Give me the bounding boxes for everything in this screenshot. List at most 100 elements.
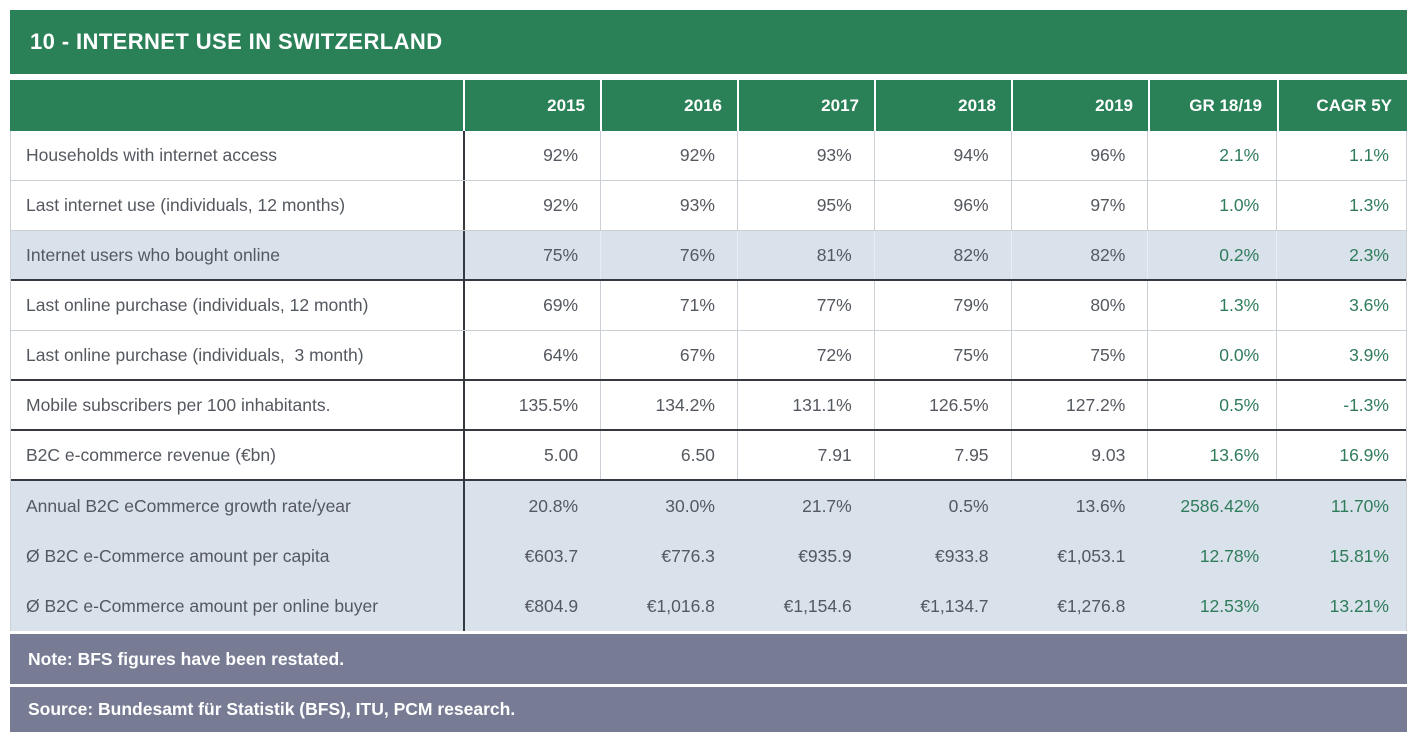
cell-cagr-5y: 15.81%: [1329, 545, 1389, 566]
cell-2016: 92%: [600, 131, 737, 180]
figure-title-bar: 10 - INTERNET USE IN SWITZERLAND: [10, 10, 1407, 74]
cell-2018: €933.8: [935, 545, 989, 566]
row-label: Last online purchase (individuals, 12 mo…: [26, 295, 369, 315]
cell-2017: 93%: [736, 131, 874, 180]
cell-2018: €1,134.7: [920, 595, 989, 616]
cell-gr-18-19: 0.2%: [1147, 231, 1276, 279]
source-bar: Source: Bundesamt für Statistik (BFS), I…: [10, 687, 1407, 732]
figure-title: 10 - INTERNET USE IN SWITZERLAND: [30, 29, 443, 54]
cell-2018: 0.5%: [948, 495, 989, 516]
table-row: B2C e-commerce revenue (€bn) 5.00 6.50 7.91…: [11, 431, 1406, 481]
figure-internet-use-switzerland: 10 - INTERNET USE IN SWITZERLAND 2015 201…: [10, 10, 1407, 732]
cell-2019: 75%: [1010, 331, 1148, 379]
table-body: Households with internet access 92% 92% 93%…: [10, 131, 1407, 631]
cell-cagr-5y: 13.21%: [1329, 595, 1389, 616]
cell-cagr-5y: -1.3%: [1276, 381, 1406, 429]
cell-2019: €1,053.1: [1057, 545, 1126, 566]
cell-2019: €1,276.8: [1057, 595, 1126, 616]
table-row: Households with internet access 92% 92% 93%…: [11, 131, 1406, 181]
cell-2015: 92%: [463, 181, 600, 230]
cell-2015: 69%: [463, 281, 600, 330]
cell-2018: 7.95: [873, 431, 1011, 479]
header-cell-2017: 2017: [737, 80, 874, 131]
cell-2018: 82%: [873, 231, 1011, 279]
cell-2016: 71%: [600, 281, 737, 330]
cell-gr-18-19: 1.0%: [1147, 181, 1276, 230]
cell-gr-18-19: 13.6%: [1147, 431, 1276, 479]
cell-2017: 72%: [736, 331, 874, 379]
row-label: B2C e-commerce revenue (€bn): [26, 444, 276, 465]
table-row: Internet users who bought online 75% 76% 81…: [11, 231, 1406, 281]
table-header-row: 2015 2016 2017 2018 2019 GR 18/19 CAGR 5Y: [10, 80, 1407, 131]
header-cell-cagr-5y: CAGR 5Y: [1277, 80, 1407, 131]
cell-2017: 95%: [736, 181, 874, 230]
header-cell-2016: 2016: [600, 80, 737, 131]
cell-2018: 96%: [873, 181, 1011, 230]
table-row: Ø B2C e-Commerce amount per capita €603.7…: [11, 531, 1406, 581]
cell-2017: 131.1%: [736, 381, 874, 429]
cell-2015: 92%: [463, 131, 600, 180]
cell-2015: €804.9: [463, 581, 600, 631]
table-row: Last online purchase (individuals, 12 mo…: [11, 281, 1406, 331]
header-cell-empty: [10, 80, 463, 131]
cell-2016: 76%: [600, 231, 737, 279]
cell-2019: 13.6%: [1075, 495, 1126, 516]
header-cell-2018: 2018: [874, 80, 1011, 131]
note-text: Note: BFS figures have been restated.: [28, 648, 345, 669]
cell-2017: 21.7%: [802, 495, 852, 516]
cell-2016: 67%: [600, 331, 737, 379]
cell-2018: 75%: [873, 331, 1011, 379]
cell-2016: 93%: [600, 181, 737, 230]
row-label: Annual B2C eCommerce growth rate/year: [26, 495, 351, 516]
cell-2017: €1,154.6: [783, 595, 852, 616]
cell-2016: 134.2%: [600, 381, 737, 429]
cell-2018: 79%: [873, 281, 1011, 330]
row-label: Last internet use (individuals, 12 month…: [26, 195, 346, 215]
row-label: Households with internet access: [26, 145, 277, 165]
table-row: Last internet use (individuals, 12 month…: [11, 181, 1406, 231]
cell-2015: 20.8%: [463, 481, 600, 531]
cell-cagr-5y: 3.9%: [1276, 331, 1406, 379]
cell-2019: 82%: [1010, 231, 1148, 279]
cell-gr-18-19: 12.53%: [1199, 595, 1260, 616]
cell-gr-18-19: 12.78%: [1199, 545, 1260, 566]
cell-cagr-5y: 16.9%: [1276, 431, 1406, 479]
row-label: Last online purchase (individuals, 3 mon…: [26, 344, 364, 365]
header-cell-2015: 2015: [463, 80, 600, 131]
cell-cagr-5y: 1.1%: [1276, 131, 1406, 180]
cell-2015: 135.5%: [463, 381, 600, 429]
table-row: Annual B2C eCommerce growth rate/year 20.…: [11, 481, 1406, 531]
cell-2016: €1,016.8: [646, 595, 715, 616]
row-label: Mobile subscribers per 100 inhabitants.: [26, 394, 331, 415]
cell-2016: 30.0%: [665, 495, 715, 516]
cell-2019: 97%: [1010, 181, 1148, 230]
header-cell-2019: 2019: [1011, 80, 1148, 131]
note-bar: Note: BFS figures have been restated.: [10, 634, 1407, 684]
table-row: Ø B2C e-Commerce amount per online buyer…: [11, 581, 1406, 631]
cell-2015: €603.7: [463, 531, 600, 581]
cell-gr-18-19: 2586.42%: [1180, 495, 1260, 516]
cell-2015: 5.00: [463, 431, 600, 479]
cell-2018: 94%: [873, 131, 1011, 180]
cell-2015: 75%: [463, 231, 600, 279]
cell-2019: 96%: [1010, 131, 1148, 180]
cell-2019: 127.2%: [1010, 381, 1148, 429]
row-label: Ø B2C e-Commerce amount per capita: [26, 545, 330, 566]
source-text: Source: Bundesamt für Statistik (BFS), I…: [28, 699, 516, 719]
row-label: Ø B2C e-Commerce amount per online buyer: [26, 595, 379, 616]
cell-2019: 9.03: [1010, 431, 1148, 479]
cell-2016: 6.50: [600, 431, 737, 479]
cell-gr-18-19: 2.1%: [1147, 131, 1276, 180]
table-row: Mobile subscribers per 100 inhabitants. 1…: [11, 381, 1406, 431]
cell-2015: 64%: [463, 331, 600, 379]
cell-2017: 81%: [736, 231, 874, 279]
cell-2017: 77%: [736, 281, 874, 330]
cell-2016: €776.3: [661, 545, 715, 566]
cell-gr-18-19: 0.0%: [1147, 331, 1276, 379]
cell-cagr-5y: 11.70%: [1330, 495, 1389, 516]
cell-gr-18-19: 0.5%: [1147, 381, 1276, 429]
row-label: Internet users who bought online: [26, 244, 280, 265]
cell-cagr-5y: 2.3%: [1276, 231, 1406, 279]
cell-gr-18-19: 1.3%: [1147, 281, 1276, 330]
cell-cagr-5y: 1.3%: [1276, 181, 1406, 230]
